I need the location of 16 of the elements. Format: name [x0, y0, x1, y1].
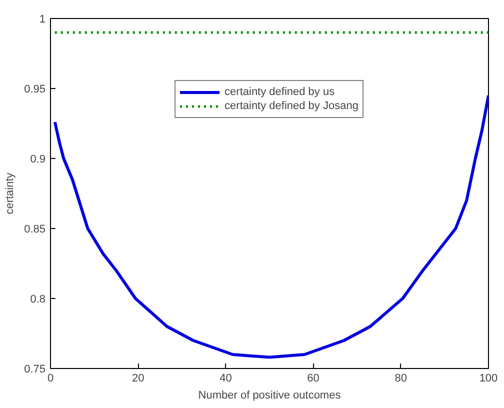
legend-label: certainty defined by us	[224, 85, 335, 99]
y-tick-label: 0.85	[24, 224, 46, 236]
x-tick-label: 60	[307, 372, 320, 384]
x-tick-label: 20	[132, 372, 144, 384]
x-axis-title: Number of positive outcomes	[198, 390, 342, 402]
x-tick-label: 100	[479, 372, 498, 384]
x-tick-label: 40	[220, 372, 232, 384]
y-tick-label: 0.9	[30, 154, 46, 166]
x-tick-label: 80	[394, 372, 408, 384]
legend-label: certainty defined by Josang	[224, 99, 358, 113]
x-tick-label: 0	[47, 372, 54, 384]
y-tick-label: 0.8	[30, 294, 46, 306]
y-tick-label: 0.95	[24, 84, 46, 96]
y-tick-label: 1	[39, 14, 46, 26]
y-axis-title: certainty	[4, 172, 16, 214]
y-tick-label: 0.75	[24, 364, 46, 376]
